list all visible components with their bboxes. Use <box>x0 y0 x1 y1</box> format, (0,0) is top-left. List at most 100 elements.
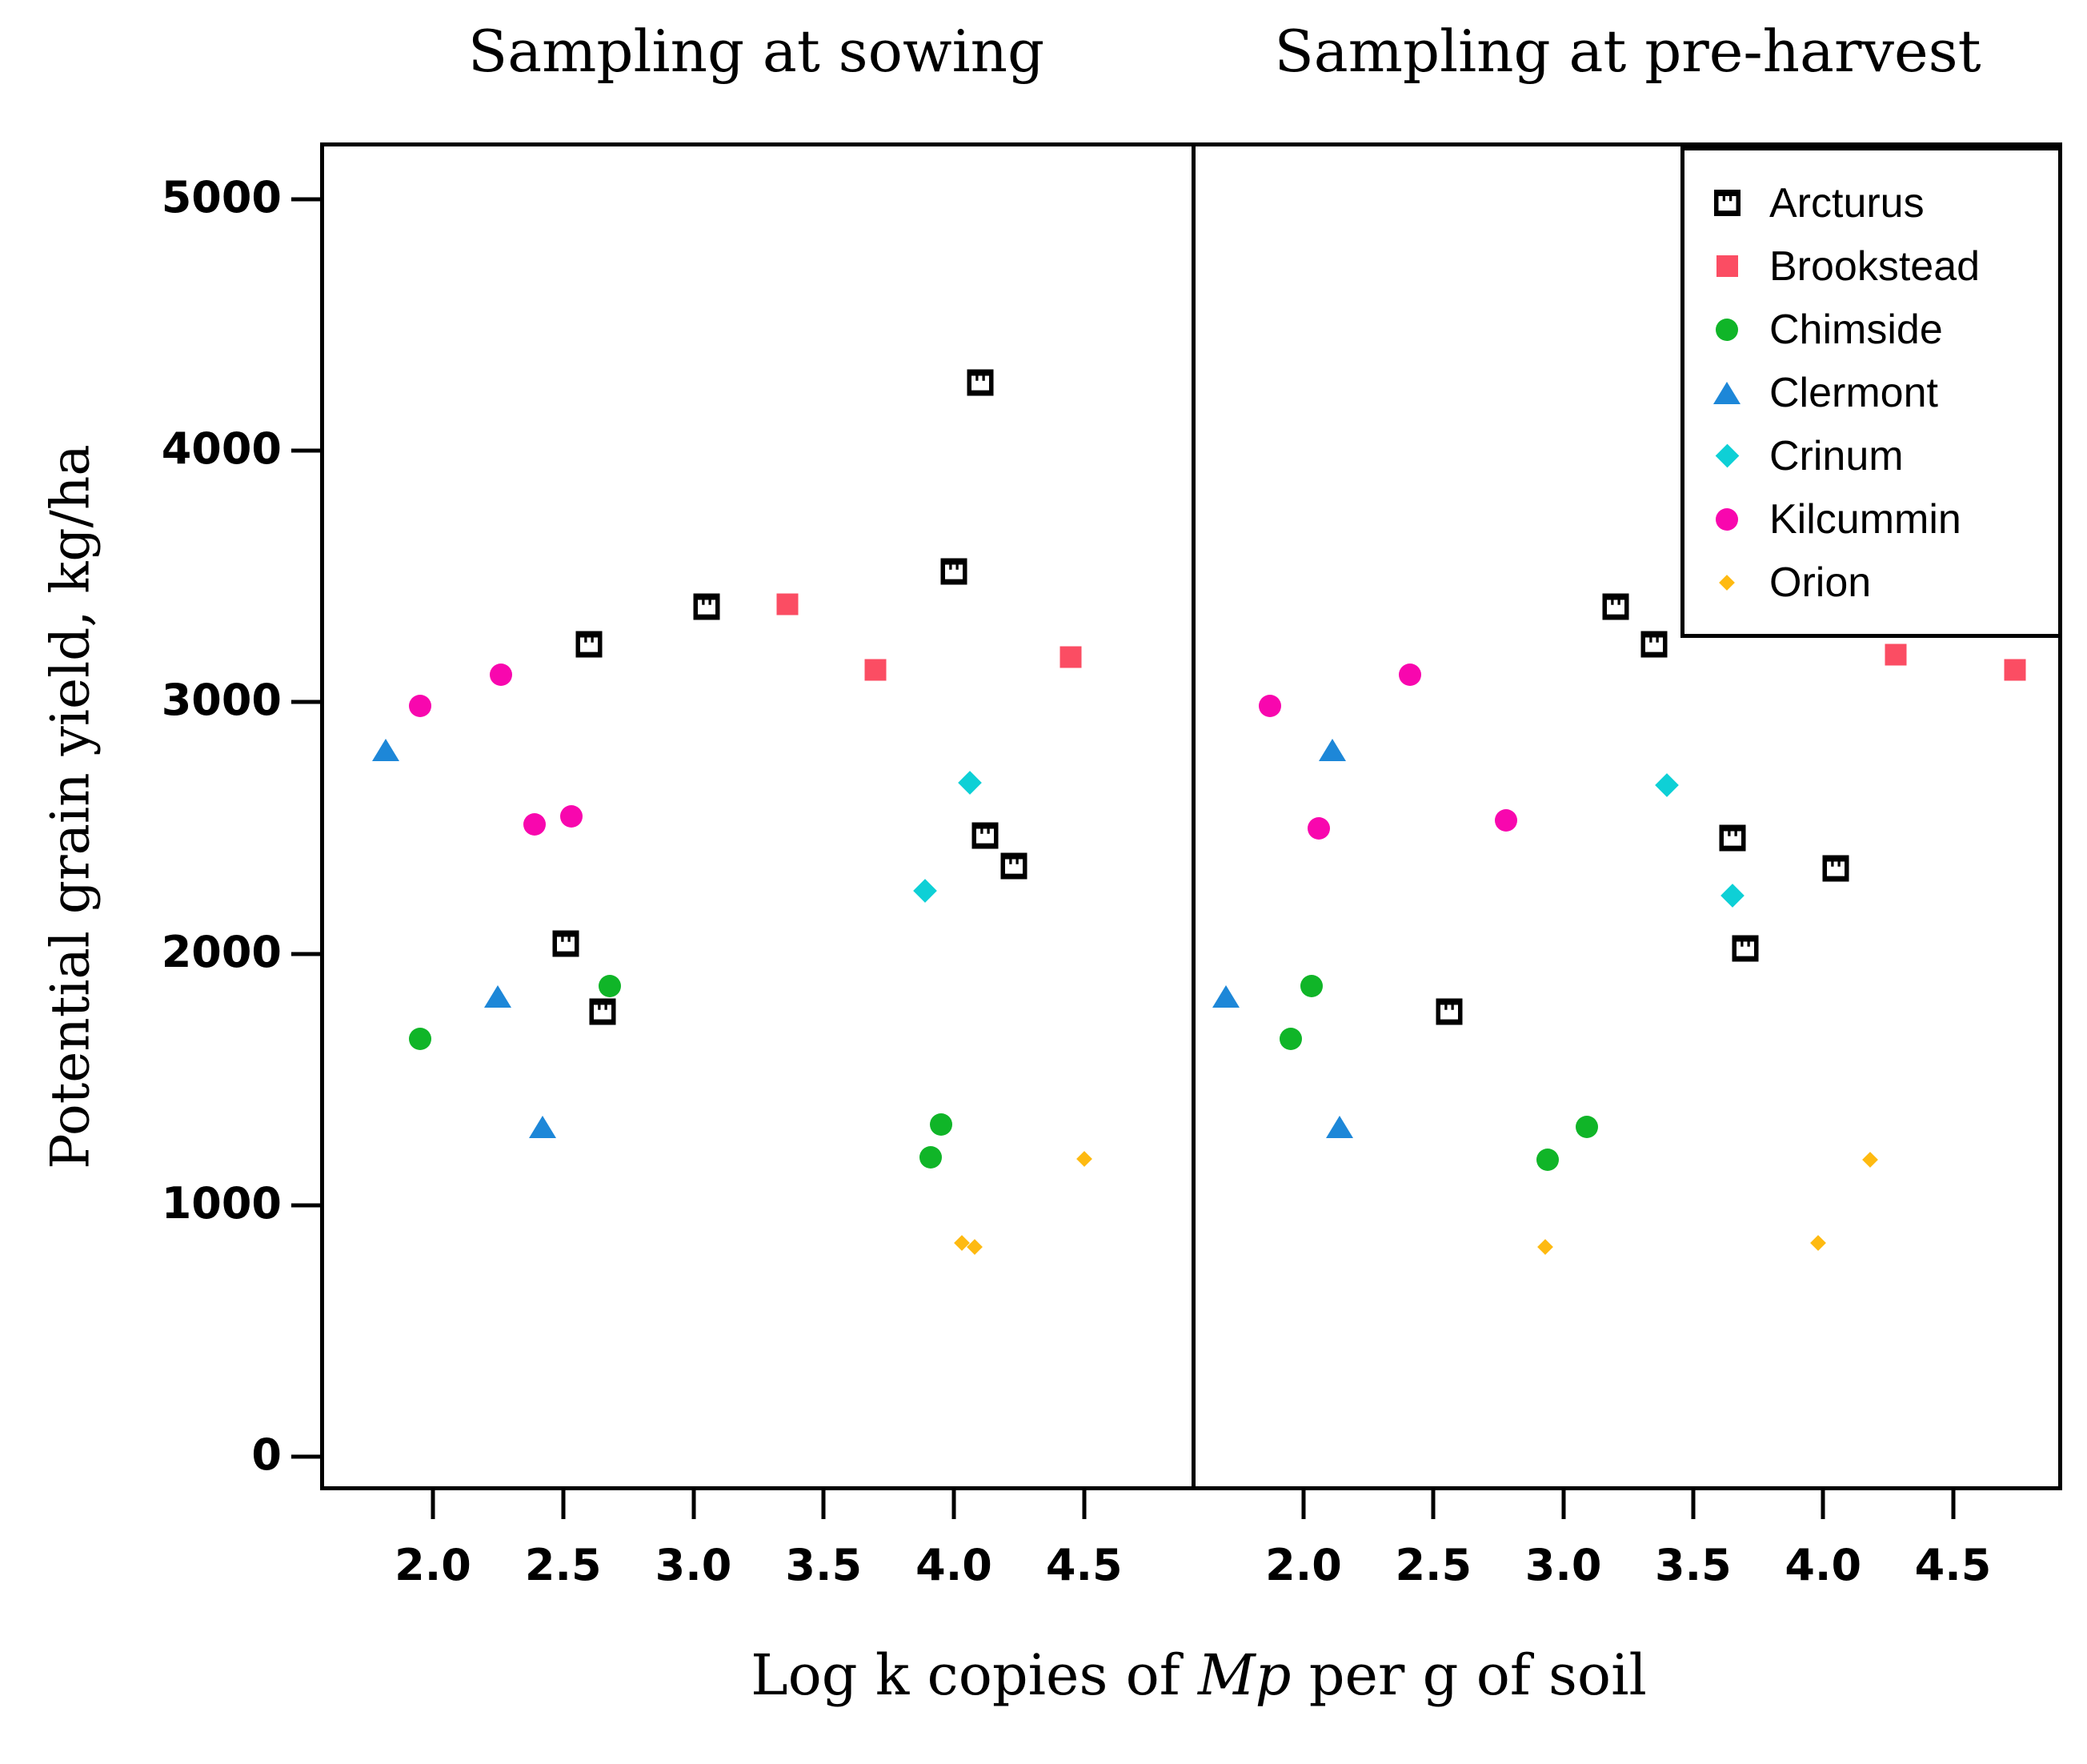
circle-marker-icon <box>1308 816 1331 840</box>
circle-marker-icon <box>523 812 546 836</box>
x-axis-label-prefix: Log k copies of <box>751 1642 1198 1708</box>
circle-marker-icon <box>1716 318 1738 341</box>
data-point-marker-brookstead <box>1060 646 1082 668</box>
x-axis-tick-label: 2.0 <box>395 1540 471 1590</box>
small-diamond-marker-icon <box>1861 1152 1878 1169</box>
data-point-marker-chimside <box>1536 1149 1560 1172</box>
x-axis-tick <box>1561 1490 1566 1519</box>
data-point-marker-brookstead <box>776 593 799 615</box>
patterned-square-marker-icon <box>1822 855 1849 882</box>
legend-item-label: Brookstead <box>1769 243 1981 290</box>
data-point-marker-clermont <box>528 1116 556 1139</box>
y-axis-tick <box>291 448 320 453</box>
patterned-square-marker-icon <box>1436 998 1463 1025</box>
circle-marker-icon <box>1279 1028 1302 1051</box>
data-point-marker-orion <box>1076 1150 1092 1167</box>
y-axis-tick-label: 0 <box>251 1429 282 1480</box>
data-point-marker-chimside <box>929 1113 952 1137</box>
x-axis-tick <box>431 1490 435 1519</box>
data-point-marker-kilcummin <box>1308 816 1331 840</box>
data-point-marker-chimside <box>1300 975 1323 998</box>
x-axis-tick-label: 2.5 <box>524 1540 602 1590</box>
legend-marker-cell <box>1684 443 1769 468</box>
data-point-marker-brookstead <box>1885 643 1907 666</box>
small-diamond-marker-icon <box>1809 1235 1826 1251</box>
x-axis-tick <box>1821 1490 1825 1519</box>
y-axis-tick <box>291 1454 320 1459</box>
x-axis-tick <box>1082 1490 1087 1519</box>
legend-marker-cell <box>1684 190 1769 216</box>
patterned-square-marker-icon <box>967 369 994 396</box>
x-axis-tick <box>821 1490 826 1519</box>
patterned-square-marker-icon <box>1713 190 1741 216</box>
legend: Arcturus Brookstead Chimside Clermont Crinum… <box>1680 146 2062 638</box>
patterned-square-marker-icon <box>693 593 720 620</box>
y-axis-tick-label: 5000 <box>161 171 282 223</box>
x-axis-tick <box>1691 1490 1696 1519</box>
data-point-marker-chimside <box>1575 1116 1598 1139</box>
patterned-square-marker-icon <box>1000 852 1027 880</box>
x-axis-tick-label: 4.0 <box>1785 1540 1862 1590</box>
square-marker-icon <box>2004 659 2026 681</box>
square-marker-icon <box>1885 643 1907 666</box>
x-axis-tick-label: 3.0 <box>655 1540 732 1590</box>
legend-item-kilcummin: Kilcummin <box>1684 487 2058 551</box>
triangle-marker-icon <box>372 739 400 762</box>
circle-marker-icon <box>1495 809 1518 832</box>
data-point-marker-orion <box>1861 1152 1878 1169</box>
x-axis-tick <box>951 1490 956 1519</box>
diamond-marker-icon <box>1715 443 1739 468</box>
x-axis-tick <box>561 1490 566 1519</box>
x-axis-label-italic: Mp <box>1197 1642 1292 1708</box>
data-point-marker-orion <box>967 1238 983 1255</box>
data-point-marker-orion <box>953 1235 970 1251</box>
data-point-marker-arcturus <box>1000 852 1027 880</box>
data-point-marker-kilcummin <box>408 695 431 718</box>
data-point-marker-orion <box>1809 1235 1826 1251</box>
data-point-marker-clermont <box>484 985 512 1008</box>
circle-marker-icon <box>1575 1116 1598 1139</box>
diamond-marker-icon <box>1720 884 1745 908</box>
triangle-marker-icon <box>484 985 512 1008</box>
data-point-marker-chimside <box>919 1146 942 1169</box>
x-axis-tick <box>1301 1490 1306 1519</box>
circle-marker-icon <box>408 1028 431 1051</box>
legend-item-arcturus: Arcturus <box>1684 171 2058 235</box>
circle-marker-icon <box>919 1146 942 1169</box>
x-axis-tick-label: 4.5 <box>1914 1540 1992 1590</box>
x-axis-tick-label: 4.0 <box>915 1540 992 1590</box>
circle-marker-icon <box>1258 695 1281 718</box>
legend-item-orion: Orion <box>1684 551 2058 614</box>
legend-item-label: Chimside <box>1769 306 1943 353</box>
data-point-marker-arcturus <box>693 593 720 620</box>
data-point-marker-chimside <box>1279 1028 1302 1051</box>
data-point-marker-arcturus <box>552 930 579 957</box>
data-point-marker-brookstead <box>2004 659 2026 681</box>
diamond-marker-icon <box>1655 773 1680 797</box>
data-point-marker-orion <box>1536 1238 1553 1255</box>
data-point-marker-brookstead <box>864 659 887 681</box>
y-axis-tick-label: 1000 <box>161 1177 282 1229</box>
data-point-marker-chimside <box>599 975 622 998</box>
data-point-marker-crinum <box>957 771 982 795</box>
legend-item-chimside: Chimside <box>1684 298 2058 361</box>
data-point-marker-arcturus <box>940 558 967 585</box>
circle-marker-icon <box>408 695 431 718</box>
data-point-marker-arcturus <box>1602 593 1629 620</box>
data-point-marker-kilcummin <box>1495 809 1518 832</box>
panel-title-sowing: Sampling at sowing <box>467 18 1045 85</box>
data-point-marker-arcturus <box>575 631 603 658</box>
legend-marker-cell <box>1684 507 1769 531</box>
x-axis-tick <box>1951 1490 1955 1519</box>
data-point-marker-arcturus <box>1732 935 1759 962</box>
data-point-marker-arcturus <box>1719 824 1746 852</box>
y-axis-tick <box>291 952 320 956</box>
small-diamond-marker-icon <box>1076 1150 1092 1167</box>
circle-marker-icon <box>1300 975 1323 998</box>
patterned-square-marker-icon <box>1640 631 1668 658</box>
patterned-square-marker-icon <box>971 822 999 849</box>
data-point-marker-clermont <box>1212 985 1240 1008</box>
legend-item-label: Crinum <box>1769 432 1904 479</box>
data-point-marker-kilcummin <box>1399 663 1422 686</box>
